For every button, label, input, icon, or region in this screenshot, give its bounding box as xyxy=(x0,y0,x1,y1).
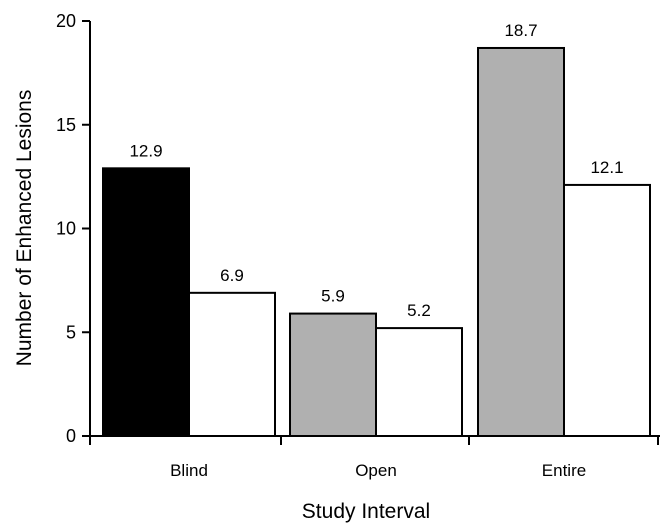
data-label: 12.9 xyxy=(129,141,162,160)
x-axis-ticks: Blind Open Entire xyxy=(89,436,659,480)
data-labels: 12.9 6.9 5.9 5.2 18.7 12.1 xyxy=(129,21,623,320)
data-label: 18.7 xyxy=(504,21,537,40)
bar-blind-2 xyxy=(188,291,276,438)
data-label: 5.2 xyxy=(407,301,431,320)
y-axis-title: Number of Enhanced Lesions xyxy=(13,90,36,367)
x-category-label: Blind xyxy=(170,461,208,480)
data-label: 12.1 xyxy=(590,158,623,177)
y-tick-label: 20 xyxy=(56,11,76,31)
bar-groups xyxy=(102,46,651,438)
y-tick-label: 15 xyxy=(56,115,76,135)
bar-entire-2 xyxy=(563,183,651,437)
y-axis-ticks: 0 5 10 15 20 xyxy=(56,11,90,446)
x-axis-title: Study Interval xyxy=(302,500,430,523)
y-tick-label: 5 xyxy=(66,322,76,342)
bar-blind-1 xyxy=(102,167,190,437)
y-tick-label: 0 xyxy=(66,426,76,446)
y-tick-label: 10 xyxy=(56,219,76,239)
x-category-label: Entire xyxy=(542,461,586,480)
data-label: 6.9 xyxy=(220,266,244,285)
bar-open-2 xyxy=(375,327,463,438)
x-category-label: Open xyxy=(355,461,397,480)
data-label: 5.9 xyxy=(321,287,345,306)
bar-open-1 xyxy=(289,312,377,438)
bar-entire-1 xyxy=(477,46,565,437)
